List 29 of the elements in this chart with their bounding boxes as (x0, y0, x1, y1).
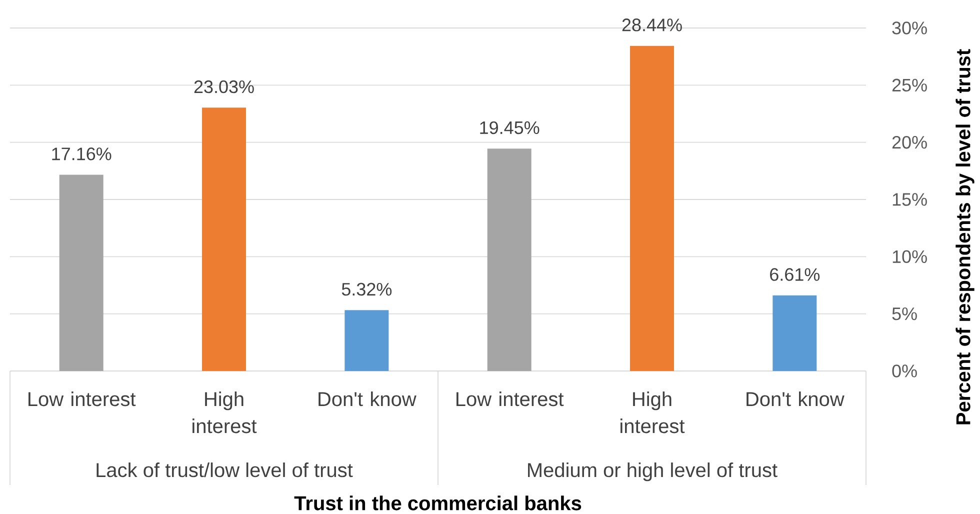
x-tick-label: High interest (620, 392, 685, 434)
data-label: 17.16% (52, 148, 112, 160)
data-label: 23.03% (194, 80, 254, 94)
x-tick-label: Low interest (456, 392, 564, 406)
data-label: 6.61% (770, 268, 820, 281)
bar (202, 108, 246, 371)
text: Medium or high level of trust (528, 462, 778, 482)
data-label: 28.44% (622, 18, 682, 32)
data-label: 5.32% (342, 282, 392, 296)
x-tick-label: High interest (192, 392, 257, 434)
y-tick-label: 30% (892, 22, 927, 34)
bar (630, 46, 674, 371)
x-tick-label: Don't know (746, 392, 844, 406)
x-axis-title: Trust in the commercial banks (294, 496, 582, 510)
y-tick-label: 5% (892, 307, 917, 320)
y-tick-label: 25% (892, 78, 927, 92)
text: Lack of trust/low level of trust (96, 462, 353, 478)
bar (772, 295, 817, 371)
y-tick-label: 0% (892, 364, 917, 378)
bar (487, 148, 532, 371)
bar (59, 174, 104, 371)
y-tick-label: 20% (892, 136, 927, 149)
x-tick-label: Low interest (28, 392, 136, 406)
y-tick-label: 15% (892, 193, 927, 206)
y-tick-label: 10% (892, 250, 927, 264)
bar (344, 310, 389, 371)
data-label: 19.45% (480, 121, 540, 134)
x-tick-label: Don't know (318, 392, 416, 406)
y-axis-title: Percent of respondents by level of trust (956, 49, 974, 424)
